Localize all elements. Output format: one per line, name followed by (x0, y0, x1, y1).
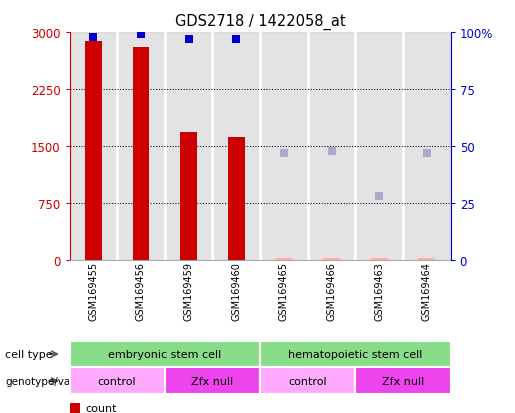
Text: Zfx null: Zfx null (382, 376, 424, 386)
Title: GDS2718 / 1422058_at: GDS2718 / 1422058_at (175, 14, 346, 30)
Bar (85, 42, 101, 260)
Text: cell type: cell type (5, 349, 53, 359)
Text: genotype/variation: genotype/variation (5, 376, 104, 386)
Bar (165, 33, 212, 260)
Bar (323, 258, 340, 260)
Bar (212, 33, 260, 260)
Text: hematopoietic stem cell: hematopoietic stem cell (288, 349, 422, 359)
Bar (70, 33, 117, 260)
Bar (276, 258, 292, 260)
Bar (403, 33, 451, 260)
Text: control: control (98, 376, 136, 386)
Bar (133, 48, 149, 260)
Bar (260, 33, 308, 260)
Bar (180, 133, 197, 260)
Bar (228, 138, 245, 260)
Text: Zfx null: Zfx null (191, 376, 234, 386)
Text: embryonic stem cell: embryonic stem cell (108, 349, 221, 359)
Bar (117, 33, 165, 260)
Bar (419, 259, 435, 260)
Bar (355, 33, 403, 260)
Bar (307, 33, 355, 260)
Text: count: count (85, 403, 116, 413)
Bar (371, 258, 387, 260)
Text: control: control (288, 376, 327, 386)
